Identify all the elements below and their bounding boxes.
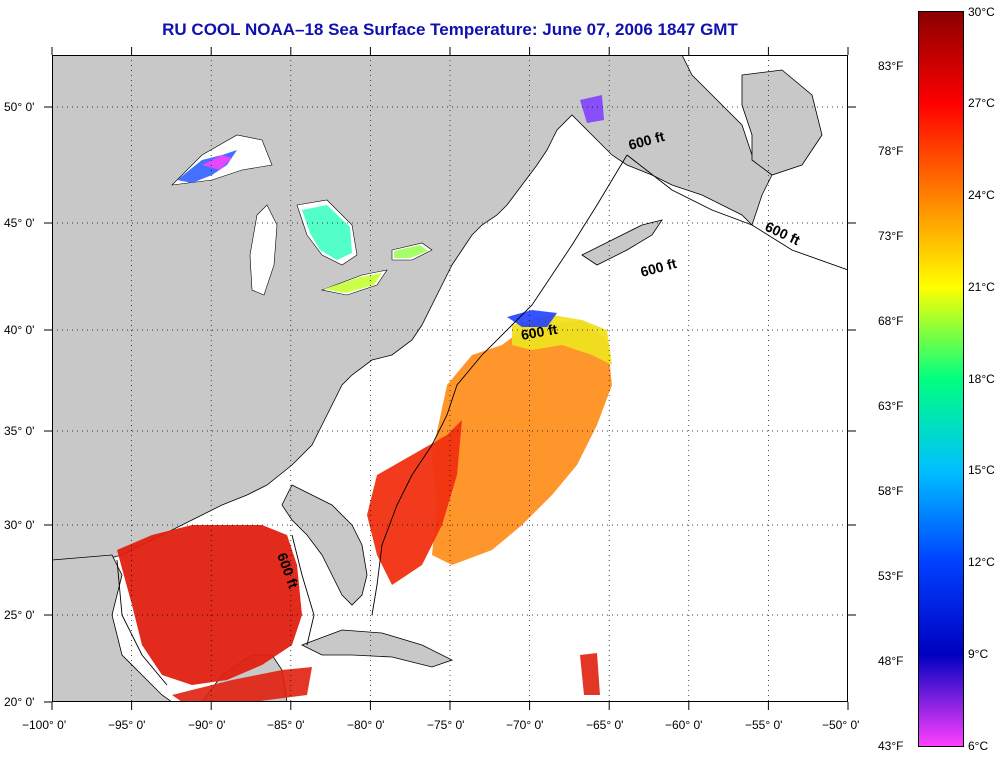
lon-label: −60° 0' — [665, 718, 703, 732]
land-cuba — [301, 629, 454, 668]
lon-label: −90° 0' — [188, 718, 226, 732]
colorbar-fahrenheit-label: 78°F — [878, 144, 904, 158]
sst-caribbean — [172, 667, 312, 702]
sst-shelf-blue — [507, 310, 557, 327]
lon-label: −75° 0' — [427, 718, 465, 732]
sst-small-patch — [580, 653, 600, 695]
colorbar-celsius-label: 15°C — [968, 463, 995, 477]
sst-lake-superior-pink — [202, 155, 232, 170]
colorbar-fahrenheit-label: 43°F — [878, 739, 904, 753]
sst-map: 600 ft 600 ft 600 ft 600 ft 600 ft — [52, 55, 848, 702]
lon-label: −80° 0' — [347, 718, 385, 732]
sst-atlantic-orange — [432, 320, 612, 565]
colorbar-fahrenheit-label: 48°F — [878, 654, 904, 668]
land-nova-scotia — [581, 219, 663, 266]
map-title: RU COOL NOAA–18 Sea Surface Temperature:… — [162, 20, 738, 39]
lat-label: 20° 0' — [4, 695, 35, 709]
colorbar-celsius-label: 30°C — [968, 5, 995, 19]
colorbar-celsius-label: 27°C — [968, 96, 995, 110]
contour-label-600ft-4: 600 ft — [520, 321, 559, 343]
colorbar-fahrenheit-label: 83°F — [878, 59, 904, 73]
sst-south-atlantic-red — [367, 420, 462, 585]
sst-gulf-st-lawrence — [580, 95, 604, 123]
colorbar-fahrenheit-label: 68°F — [878, 314, 904, 328]
land-north-america — [52, 55, 773, 561]
land-mexico — [52, 554, 173, 702]
sst-lake-erie — [324, 273, 382, 293]
lon-label: −85° 0' — [267, 718, 305, 732]
lake-michigan — [249, 204, 278, 296]
lat-label: 40° 0' — [4, 323, 35, 337]
lat-label: 25° 0' — [4, 608, 35, 622]
sst-lake-ontario — [394, 245, 428, 258]
map-canvas: 600 ft 600 ft 600 ft 600 ft 600 ft — [52, 55, 848, 702]
colorbar-celsius-label: 12°C — [968, 555, 995, 569]
map-frame — [52, 55, 848, 702]
colorbar-celsius-label: 18°C — [968, 372, 995, 386]
lon-label: −50° 0' — [822, 718, 860, 732]
lon-label: −55° 0' — [745, 718, 783, 732]
sst-lake-huron — [302, 205, 352, 260]
lon-label: −65° 0' — [586, 718, 624, 732]
lat-label: 50° 0' — [4, 100, 35, 114]
colorbar-celsius-label: 9°C — [968, 647, 989, 661]
colorbar-celsius-label: 24°C — [968, 188, 995, 202]
colorbar-fahrenheit-label: 63°F — [878, 399, 904, 413]
lon-label: −70° 0' — [506, 718, 544, 732]
sst-gulf-of-mexico — [117, 525, 302, 685]
colorbar-celsius-label: 6°C — [968, 739, 989, 753]
colorbar-fahrenheit-label: 53°F — [878, 569, 904, 583]
lat-label: 45° 0' — [4, 216, 35, 230]
sst-atlantic-yellow — [512, 315, 612, 365]
colorbar-celsius-label: 21°C — [968, 280, 995, 294]
colorbar — [918, 11, 964, 747]
isobath-600ft — [116, 154, 848, 686]
lon-label: −95° 0' — [108, 718, 146, 732]
land-newfoundland — [741, 69, 823, 176]
lat-label: 30° 0' — [4, 518, 35, 532]
colorbar-fahrenheit-label: 58°F — [878, 484, 904, 498]
colorbar-fahrenheit-label: 73°F — [878, 229, 904, 243]
lon-label: −100° 0' — [22, 718, 67, 732]
lat-label: 35° 0' — [4, 424, 35, 438]
